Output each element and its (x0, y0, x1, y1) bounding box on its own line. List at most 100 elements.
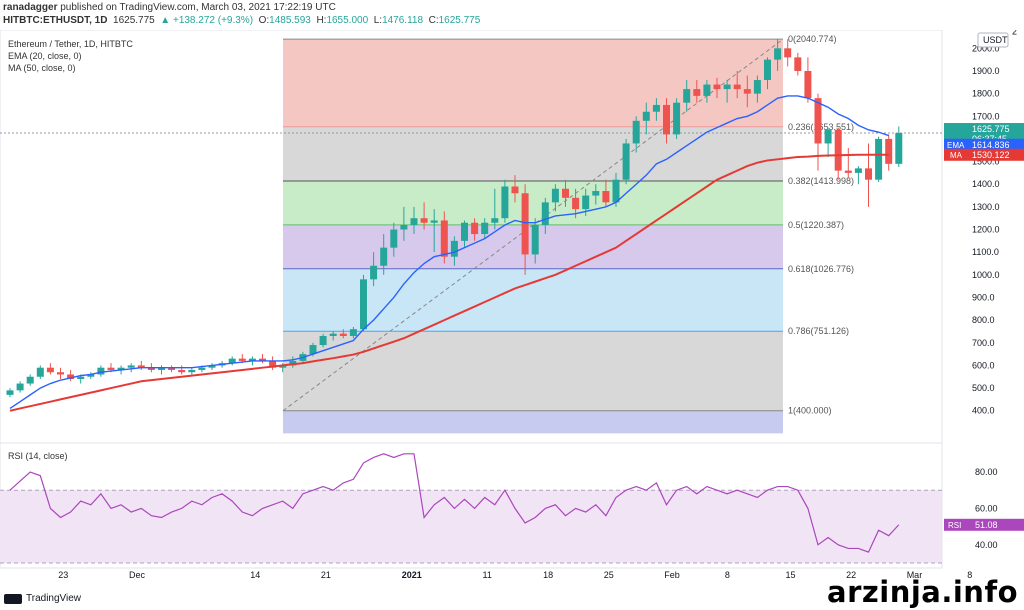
candle-body (228, 358, 236, 364)
y-tick-label: 1500.0 (972, 157, 1000, 167)
candle-body (824, 129, 832, 144)
candle-body (804, 70, 812, 99)
ma-line (9, 153, 889, 412)
header: ranadagger published on TradingView.com,… (0, 0, 1024, 30)
open-label: O: (258, 15, 270, 26)
candle-body (875, 138, 883, 180)
rsi-tick-label: 80.00 (975, 467, 998, 477)
candle-body (420, 218, 428, 223)
fib-zone-extension (283, 410, 783, 434)
legend-ma[interactable]: MA (50, close, 0) (8, 63, 76, 73)
price-chart[interactable]: 0(2040.774)0.236(1653.551)0.382(1413.998… (0, 26, 1024, 580)
candle-body (632, 120, 640, 144)
legend-rsi[interactable]: RSI (14, close) (8, 451, 68, 461)
last-price-tag-text: 1625.775 (972, 124, 1010, 134)
candle-body (723, 84, 731, 90)
candle-body (269, 360, 277, 368)
x-tick-label: Dec (129, 570, 146, 580)
candle-body (430, 220, 438, 223)
symbol-name: HITBTC:ETHUSDT, 1D (3, 15, 108, 26)
legend-ema[interactable]: EMA (20, close, 0) (8, 51, 82, 61)
ma-tag (966, 148, 1024, 161)
candle-body (612, 179, 620, 203)
candle-body (158, 367, 165, 370)
low-label: L: (373, 15, 383, 26)
candle-body (481, 222, 489, 235)
y-tick-label: 2000.0 (972, 43, 1000, 53)
rsi-tag-label-bg (944, 518, 966, 531)
candle-body (26, 376, 34, 384)
candle-body (289, 360, 297, 366)
candle-body (410, 218, 418, 225)
currency-badge-label: USDT (983, 35, 1008, 45)
close-label: C: (428, 15, 439, 26)
author-name[interactable]: ranadagger (3, 2, 58, 13)
candle-body (652, 104, 660, 112)
fib-label: 0.5(1220.387) (788, 220, 844, 230)
candle-body (854, 168, 862, 173)
candle-body (279, 365, 287, 368)
fib-zone (283, 181, 783, 225)
candle-body (349, 329, 357, 336)
publish-date: published on TradingView.com, March 03, … (60, 2, 336, 13)
candle-body (36, 367, 44, 377)
candle-body (329, 333, 337, 336)
candle-body (501, 186, 509, 219)
candle-body (127, 365, 135, 368)
candle-body (178, 369, 186, 373)
legend-title: Ethereum / Tether, 1D, HITBTC (8, 39, 133, 49)
candle-body (753, 80, 761, 94)
candle-body (208, 365, 216, 368)
candle-body (794, 57, 802, 71)
candle-body (57, 372, 64, 375)
candle-body (885, 138, 893, 164)
candle-body (400, 224, 408, 230)
candle-body (764, 59, 771, 81)
candle-body (834, 129, 842, 171)
ema-tag-label-bg (944, 138, 966, 151)
y-tick-label: 900.0 (972, 292, 995, 302)
ema-tag-value: 1614.836 (972, 140, 1010, 150)
tradingview-icon (4, 593, 22, 604)
candle-body (87, 374, 95, 377)
candle-body (895, 133, 903, 164)
candle-body (471, 222, 479, 235)
fib-label: 0.786(751.126) (788, 326, 849, 336)
candle-body (168, 367, 176, 370)
y-tick-label-top: 2 (1012, 30, 1017, 36)
x-tick-label: 14 (250, 570, 260, 580)
candle-body (784, 48, 792, 58)
x-tick-label: Mar (907, 570, 923, 580)
candle-body (663, 104, 670, 135)
rsi-tag (966, 518, 1024, 531)
rsi-line (9, 453, 900, 553)
y-tick-label: 1200.0 (972, 225, 1000, 235)
candle-body (198, 367, 206, 370)
candle-body (713, 84, 721, 90)
candle-body (77, 376, 85, 380)
candle-body (339, 333, 347, 336)
candle-body (844, 170, 852, 173)
candle-body (531, 224, 539, 255)
rsi-band (0, 490, 942, 563)
candle-body (814, 98, 822, 144)
candle-body (541, 202, 549, 225)
x-tick-label: 8 (967, 570, 972, 580)
publish-info: ranadagger published on TradingView.com,… (3, 2, 336, 13)
close-value: 1625.775 (438, 15, 481, 26)
tradingview-logo[interactable]: TradingView (4, 593, 81, 604)
candle-body (147, 367, 155, 370)
candle-body (97, 367, 105, 375)
y-tick-label: 1700.0 (972, 111, 1000, 121)
candle-body (360, 279, 367, 330)
ema-tag-label: EMA (947, 141, 965, 150)
high-value: 1655.000 (326, 15, 369, 26)
candle-body (592, 191, 600, 196)
x-tick-label: 25 (604, 570, 614, 580)
candle-body (693, 89, 701, 96)
candle-body (521, 193, 529, 255)
y-tick-label: 400.0 (972, 406, 995, 416)
chart-area[interactable]: 0(2040.774)0.236(1653.551)0.382(1413.998… (0, 26, 1024, 580)
fib-zone (283, 331, 783, 411)
high-label: H: (316, 15, 327, 26)
